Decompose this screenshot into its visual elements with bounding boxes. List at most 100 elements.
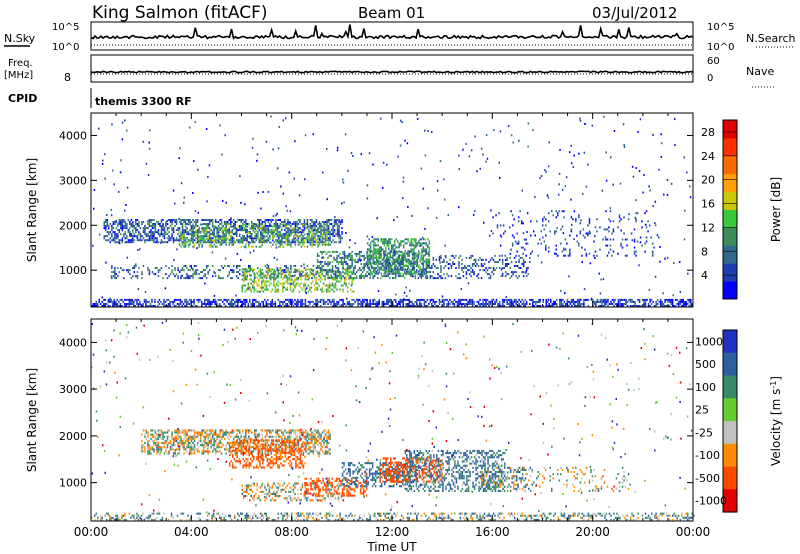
heatmap-cell (488, 300, 490, 303)
heatmap-cell (348, 277, 350, 280)
heatmap-cell (280, 305, 283, 307)
heatmap-cell (685, 300, 687, 303)
heatmap-cell (452, 303, 454, 305)
heatmap-cell (189, 241, 191, 244)
heatmap-cell (605, 300, 608, 303)
heatmap-cell (119, 171, 122, 174)
heatmap-cell (327, 239, 330, 242)
heatmap-cell (662, 303, 665, 305)
heatmap-cell (626, 254, 628, 257)
heatmap-cell (335, 223, 337, 225)
heatmap-cell (388, 268, 390, 271)
heatmap-cell (605, 298, 608, 301)
heatmap-cell (168, 237, 170, 240)
heatmap-cell (386, 266, 388, 269)
noise-strip-frame (90, 21, 694, 51)
heatmap-cell (679, 300, 681, 303)
heatmap-cell (545, 300, 547, 303)
heatmap-cell (248, 267, 250, 269)
heatmap-cell (321, 225, 324, 228)
heatmap-cell (269, 229, 271, 232)
heatmap-cell (244, 305, 246, 307)
heatmap-cell (384, 252, 386, 255)
heatmap-cell (214, 227, 217, 230)
heatmap-cell (276, 276, 278, 279)
heatmap-cell (441, 277, 444, 280)
heatmap-cell (501, 298, 504, 301)
heatmap-cell (601, 305, 603, 307)
heatmap-cell (450, 300, 453, 303)
heatmap-cell (172, 303, 174, 305)
heatmap-cell (641, 220, 643, 223)
heatmap-cell (558, 210, 561, 213)
heatmap-cell (264, 219, 267, 221)
heatmap-cell (142, 227, 145, 230)
heatmap-cell (132, 235, 134, 238)
heatmap-cell (375, 252, 378, 255)
heatmap-cell (423, 300, 426, 303)
heatmap-cell (324, 233, 327, 236)
heatmap-cell (346, 269, 349, 272)
heatmap-cell (682, 300, 684, 303)
heatmap-cell (336, 258, 338, 261)
heatmap-cell (154, 305, 156, 307)
heatmap-cell (258, 274, 260, 277)
heatmap-cell (289, 268, 292, 271)
heatmap-cell (369, 258, 372, 261)
heatmap-cell (284, 235, 286, 238)
heatmap-cell (286, 305, 289, 307)
heatmap-cell (288, 171, 291, 174)
heatmap-cell (98, 300, 100, 303)
heatmap-cell (554, 300, 556, 303)
freq-line (90, 70, 694, 74)
heatmap-cell (196, 225, 199, 227)
heatmap-cell (552, 214, 554, 217)
heatmap-cell (326, 233, 328, 236)
heatmap-cell (328, 250, 331, 253)
heatmap-cell (560, 303, 563, 305)
heatmap-cell (160, 300, 162, 303)
heatmap-cell (372, 250, 375, 253)
heatmap-cell (435, 300, 438, 303)
heatmap-cell (242, 223, 244, 226)
heatmap-cell (521, 256, 523, 259)
heatmap-cell (165, 241, 167, 244)
heatmap-cell (220, 243, 223, 246)
heatmap-cell (307, 278, 310, 281)
heatmap-cell (217, 305, 219, 307)
heatmap-cell (379, 268, 381, 271)
heatmap-cell (295, 305, 298, 307)
heatmap-cell (154, 273, 157, 276)
heatmap-cell (426, 275, 429, 278)
heatmap-cell (428, 246, 431, 249)
heatmap-cell (265, 280, 268, 283)
heatmap-cell (488, 234, 491, 237)
heatmap-cell (336, 272, 338, 275)
heatmap-cell (401, 268, 403, 271)
heatmap-cell (118, 271, 121, 274)
heatmap-cell (545, 244, 547, 247)
heatmap-cell (285, 303, 287, 305)
heatmap-cell (258, 229, 261, 232)
heatmap-cell (515, 271, 517, 274)
heatmap-cell (449, 258, 451, 261)
heatmap-cell (227, 265, 229, 267)
heatmap-cell (471, 269, 474, 272)
heatmap-cell (507, 273, 510, 276)
heatmap-cell (127, 219, 130, 221)
heatmap-cell (608, 230, 610, 233)
heatmap-cell (302, 241, 304, 244)
heatmap-cell (322, 269, 325, 272)
heatmap-cell (520, 246, 523, 249)
heatmap-cell (388, 240, 390, 243)
heatmap-cell (278, 245, 280, 248)
heatmap-cell (557, 212, 559, 215)
heatmap-cell (287, 233, 289, 236)
heatmap-cell (191, 300, 194, 303)
heatmap-cell (169, 237, 172, 240)
heatmap-cell (389, 258, 391, 261)
heatmap-cell (101, 305, 103, 307)
heatmap-cell (506, 258, 508, 261)
heatmap-cell (389, 305, 391, 307)
heatmap-cell (548, 220, 550, 223)
